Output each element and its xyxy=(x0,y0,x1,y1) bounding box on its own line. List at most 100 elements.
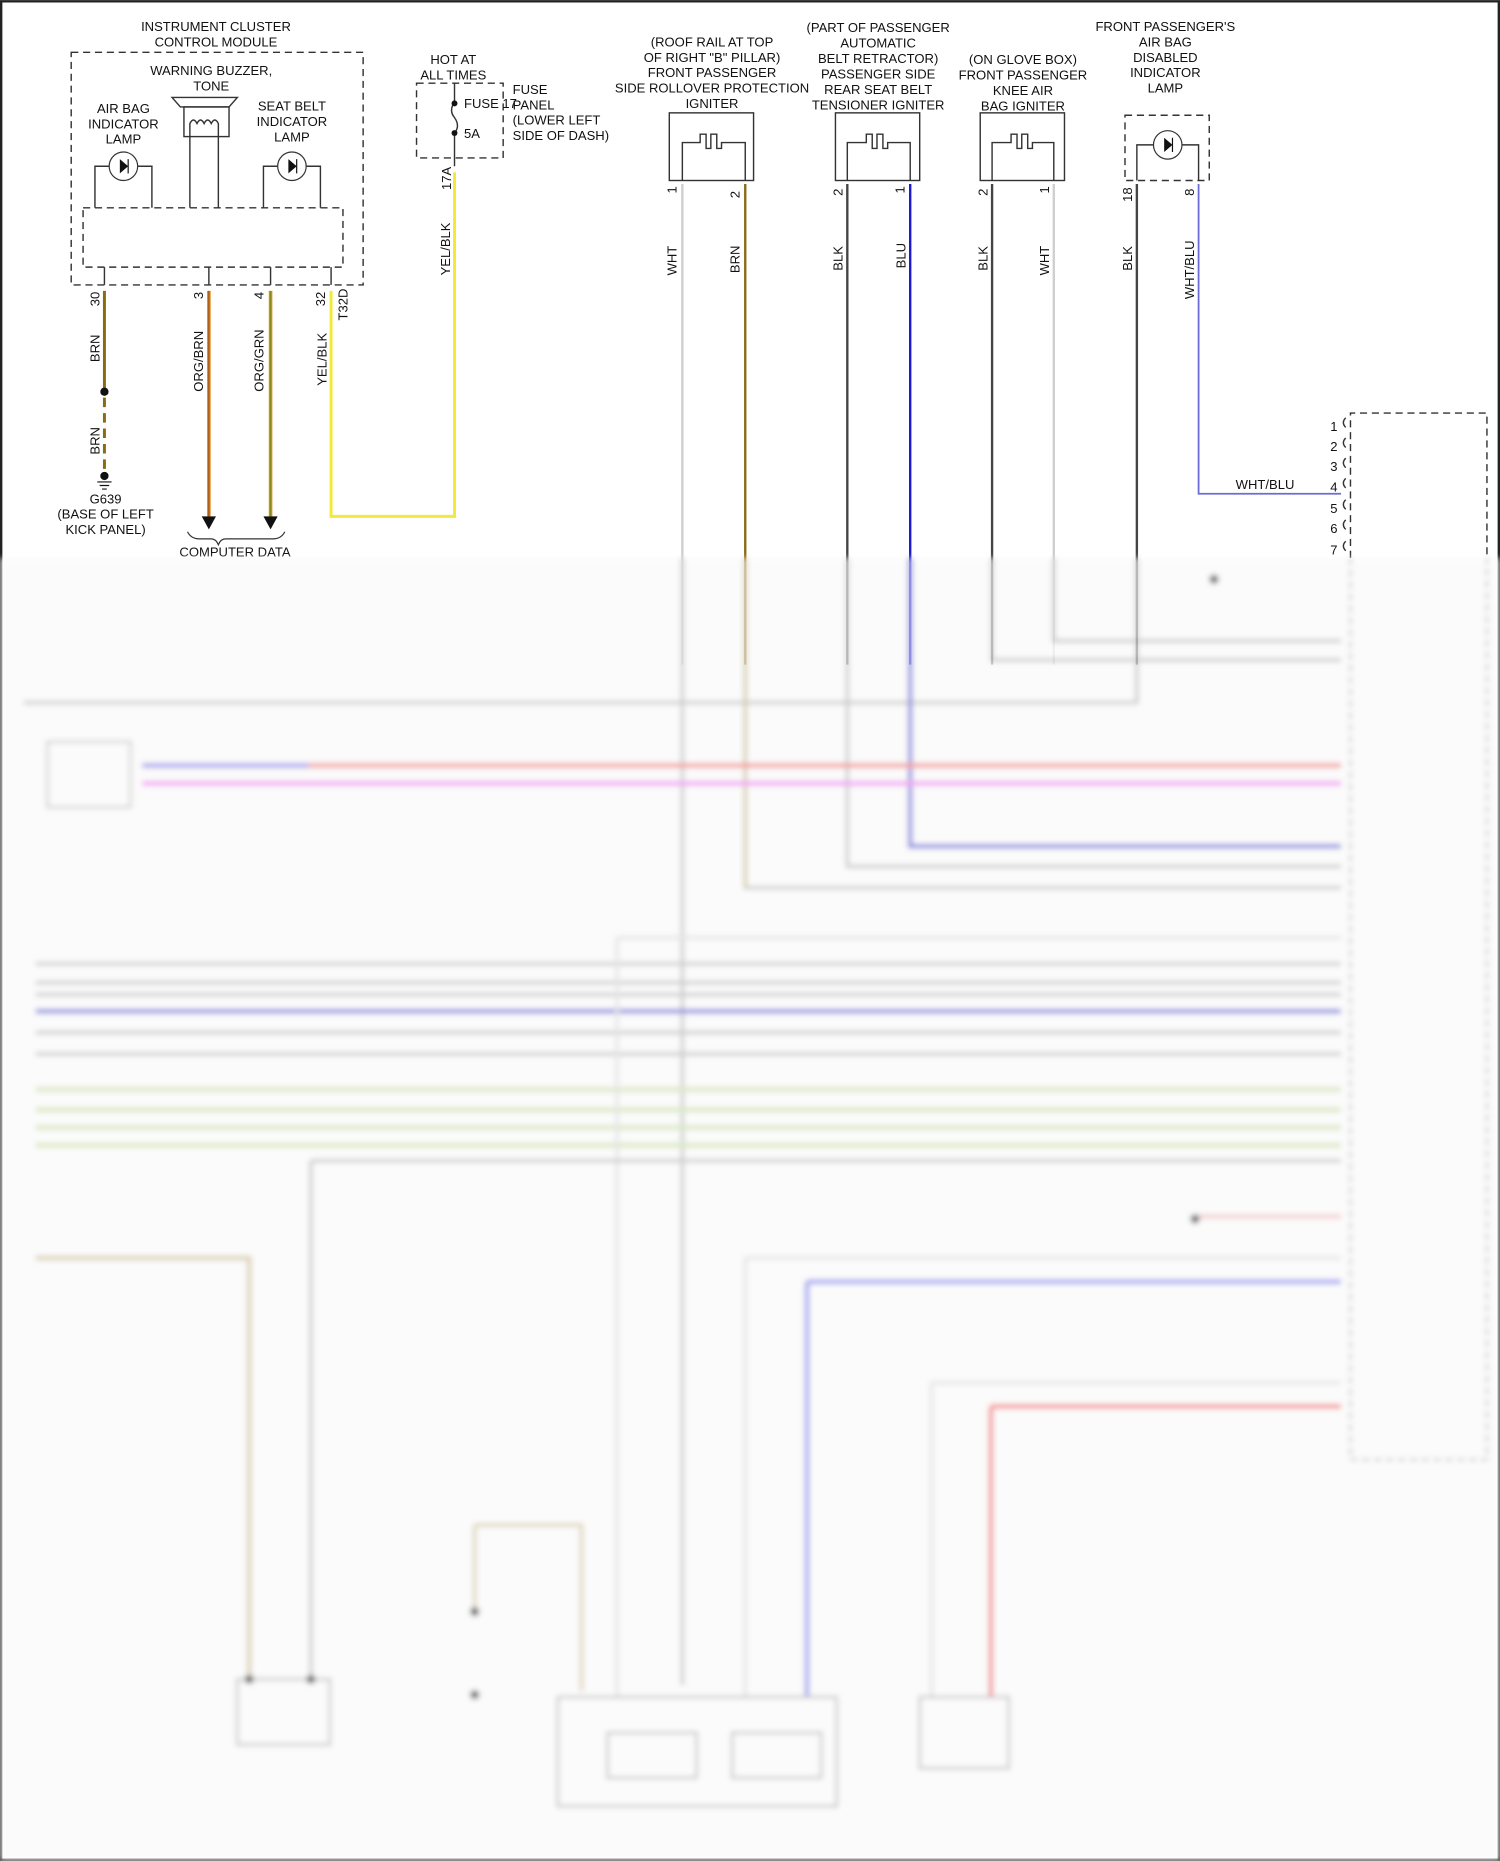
arrow-icon xyxy=(201,516,216,530)
pin-number: 1 xyxy=(1330,419,1337,434)
airbag-control-module: 1 2 3 4 5 6 7 xyxy=(1330,412,1488,558)
pin-number: 6 xyxy=(1330,521,1337,536)
igniter-label: SIDE ROLLOVER PROTECTION xyxy=(615,81,809,96)
wire-label: BLK xyxy=(831,246,846,271)
computer-data-label: COMPUTER DATA xyxy=(179,545,290,560)
wire-label: BRN xyxy=(727,246,742,274)
pin-number: 1 xyxy=(1037,186,1052,193)
led-lamp-icon xyxy=(1136,130,1200,181)
fuse-panel-label: PANEL xyxy=(513,97,555,112)
brace xyxy=(186,531,286,547)
igniter-icon xyxy=(991,133,1055,181)
igniter-label: OF RIGHT "B" PILLAR) xyxy=(644,50,781,65)
igniter-label: (ROOF RAIL AT TOP xyxy=(651,34,774,49)
connector-id: T32D xyxy=(336,289,351,321)
airbag-lamp-label: AIR BAG xyxy=(97,101,150,116)
wire-label: YEL/BLK xyxy=(438,222,453,275)
pin-number: 2 xyxy=(975,189,990,196)
airbag-lamp-label: INDICATOR xyxy=(88,116,159,131)
arrow-icon xyxy=(263,516,278,530)
pin-number: 2 xyxy=(727,191,742,198)
pin-number: 18 xyxy=(1120,187,1135,202)
hot-label: ALL TIMES xyxy=(420,68,486,83)
wire-label: ORG/BRN xyxy=(191,331,206,392)
wire-label: YEL/BLK xyxy=(314,333,329,386)
fuse-name: FUSE 17 xyxy=(464,96,517,111)
igniter-label: TENSIONER IGNITER xyxy=(812,97,945,112)
fuse-rating: 5A xyxy=(464,126,480,141)
airbag-lamp-label: LAMP xyxy=(106,132,142,147)
igniter-label: BAG IGNITER xyxy=(981,98,1065,113)
led-lamp-icon xyxy=(94,151,153,208)
pin-number: 4 xyxy=(1330,479,1337,494)
igniter-label: FRONT PASSENGER xyxy=(648,65,777,80)
pin-number: 7 xyxy=(1330,542,1337,557)
wire-label: BRN xyxy=(88,335,103,363)
ground-label: KICK PANEL) xyxy=(65,522,145,537)
lamp-label: AIR BAG xyxy=(1139,34,1192,49)
igniter-icon xyxy=(846,133,911,181)
ground-label: G639 xyxy=(90,491,122,506)
igniter-label: KNEE AIR xyxy=(993,83,1053,98)
fuse-panel: HOT AT ALL TIMES FUSE 17 5A FUSE PANEL (… xyxy=(415,52,609,190)
igniter-label: BELT RETRACTOR) xyxy=(818,51,938,66)
igniter-label: FRONT PASSENGER xyxy=(959,68,1088,83)
pin-number: 4 xyxy=(251,292,266,299)
pin-number: 30 xyxy=(88,292,103,307)
pin-number: 17A xyxy=(439,166,454,190)
wire-label: WHT xyxy=(1037,246,1052,276)
fuse-panel-label: (LOWER LEFT xyxy=(513,113,601,128)
seatbelt-lamp-label: LAMP xyxy=(274,129,310,144)
igniter-label: REAR SEAT BELT xyxy=(824,82,932,97)
wire-label: WHT xyxy=(664,246,679,276)
led-lamp-icon xyxy=(262,151,322,208)
fuse-panel-label: SIDE OF DASH) xyxy=(513,128,609,143)
wire-label: WHT/BLU xyxy=(1182,240,1197,299)
instrument-cluster: INSTRUMENT CLUSTER CONTROL MODULE WARNIN… xyxy=(70,19,364,321)
pin-number: 2 xyxy=(831,189,846,196)
pin-number: 1 xyxy=(664,186,679,193)
lamp-label: DISABLED xyxy=(1133,50,1198,65)
wire-label: BRN xyxy=(88,427,103,455)
igniter-label: IGNITER xyxy=(686,96,739,111)
igniter-rollover: (ROOF RAIL AT TOP OF RIGHT "B" PILLAR) F… xyxy=(615,34,809,665)
seatbelt-lamp-label: INDICATOR xyxy=(257,114,328,129)
obscured-region xyxy=(0,557,1500,1861)
wire-label: ORG/GRN xyxy=(251,329,266,391)
igniter-icon xyxy=(681,133,746,181)
hot-label: HOT AT xyxy=(430,52,476,67)
wire-label: BLK xyxy=(1120,246,1135,271)
fuse-panel-label: FUSE xyxy=(513,82,548,97)
pin-number: 32 xyxy=(313,292,328,307)
buzzer-icon xyxy=(170,96,239,208)
cluster-wires: BRN BRN G639 (BASE OF LEFT KICK PANEL) O… xyxy=(57,172,456,560)
ground-icon xyxy=(97,471,112,490)
igniter-label: (ON GLOVE BOX) xyxy=(969,52,1077,67)
pin-number: 5 xyxy=(1330,501,1337,516)
igniter-knee-airbag: (ON GLOVE BOX) FRONT PASSENGER KNEE AIR … xyxy=(959,52,1088,665)
pin-number: 3 xyxy=(191,292,206,299)
lamp-label: FRONT PASSENGER'S xyxy=(1095,19,1235,34)
airbag-disabled-lamp: FRONT PASSENGER'S AIR BAG DISABLED INDIC… xyxy=(1095,19,1341,665)
igniter-label: (PART OF PASSENGER xyxy=(807,20,950,35)
pin-number: 1 xyxy=(892,186,907,193)
pin-number: 3 xyxy=(1330,459,1337,474)
lamp-label: LAMP xyxy=(1148,81,1184,96)
buzzer-label: WARNING BUZZER, xyxy=(150,63,272,78)
cluster-title: CONTROL MODULE xyxy=(155,34,278,49)
pin-number: 2 xyxy=(1330,439,1337,454)
wire-label: BLK xyxy=(975,246,990,271)
cluster-title: INSTRUMENT CLUSTER xyxy=(141,19,291,34)
wire-label: BLU xyxy=(893,243,908,268)
seatbelt-lamp-label: SEAT BELT xyxy=(258,98,326,113)
igniter-label: AUTOMATIC xyxy=(840,36,916,51)
ground-label: (BASE OF LEFT xyxy=(57,507,153,522)
igniter-label: PASSENGER SIDE xyxy=(821,66,936,81)
lamp-label: INDICATOR xyxy=(1130,65,1201,80)
igniter-belt-tensioner: (PART OF PASSENGER AUTOMATIC BELT RETRAC… xyxy=(807,20,950,665)
buzzer-label: TONE xyxy=(193,78,229,93)
pin-number: 8 xyxy=(1182,189,1197,196)
wire-label: WHT/BLU xyxy=(1236,477,1295,492)
